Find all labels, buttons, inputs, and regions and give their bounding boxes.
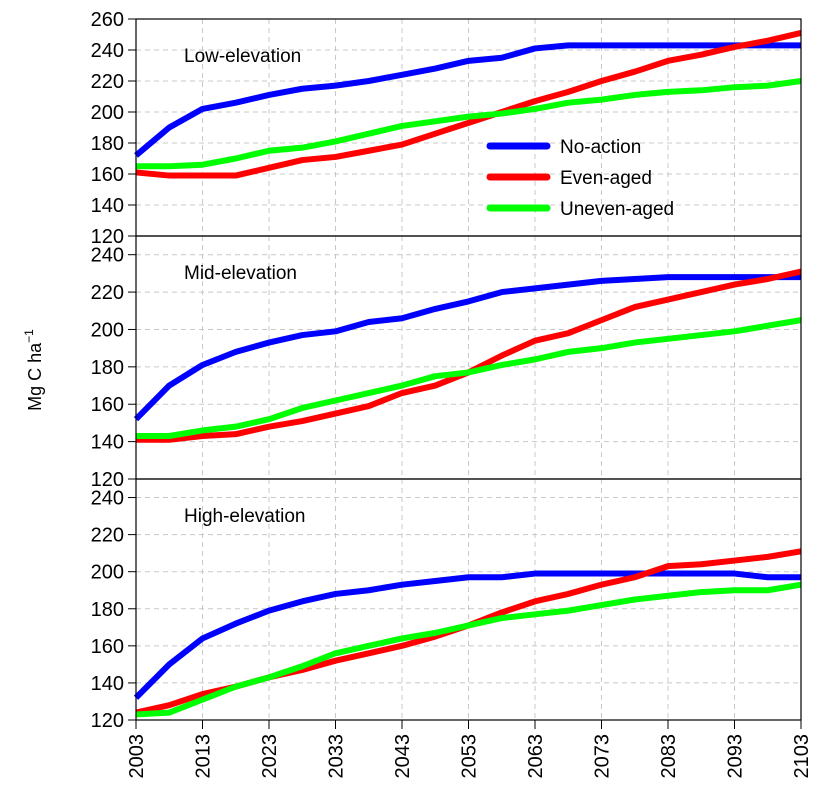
panel-title: Mid-elevation: [184, 263, 297, 284]
y-tick-label: 260: [91, 9, 124, 31]
y-tick-label: 120: [91, 469, 124, 491]
y-tick-label: 140: [91, 432, 124, 454]
x-tick-label: 2063: [525, 734, 547, 779]
y-axis-label: Mg C ha−1: [22, 329, 45, 411]
y-tick-label: 240: [91, 488, 124, 510]
y-tick-label: 220: [91, 525, 124, 547]
y-tick-label: 220: [91, 71, 124, 93]
panel-3: 120 140 160 180 200 220 240 High-elevation: [91, 478, 802, 732]
y-tick-label: 140: [91, 673, 124, 695]
y-tick-label: 200: [91, 102, 124, 124]
y-tick-label: 160: [91, 636, 124, 658]
y-tick-label: 140: [91, 195, 124, 217]
y-axis-label-superscript: −1: [22, 329, 36, 343]
series-line-uneven-aged: [135, 581, 802, 718]
y-tick-label: 160: [91, 164, 124, 186]
series-line-uneven-aged: [136, 317, 802, 440]
y-tick-label: 180: [91, 599, 124, 621]
y-tick-label: 120: [91, 710, 124, 732]
series-line-uneven-aged: [136, 78, 802, 170]
y-tick-label: 180: [91, 133, 124, 155]
panel-title: Low-elevation: [184, 46, 301, 67]
y-tick-label: 120: [91, 226, 124, 248]
y-tick-label: 220: [91, 282, 124, 304]
y-tick-label: 200: [91, 562, 124, 584]
panels: 120140160180200220240260Low-elevation120…: [91, 9, 802, 732]
legend-label: No-action: [560, 137, 641, 158]
x-tick-label: 2073: [592, 734, 614, 779]
series-line-no-action: [134, 42, 801, 158]
series-line-even-aged: [135, 30, 802, 179]
x-tick-label: 2013: [193, 734, 215, 779]
x-tick-label: 2033: [326, 734, 348, 779]
panel-title: High-elevation: [184, 506, 305, 527]
panel-2: 120 140 160 180 200 220 240 Mid-elevation: [91, 235, 802, 491]
y-axis-label-text: Mg C ha: [25, 342, 45, 411]
x-tick-label: 2093: [725, 734, 747, 779]
y-tick-label: 240: [91, 40, 124, 62]
y-tick-label: 180: [91, 357, 124, 379]
y-tick-label: 160: [91, 394, 124, 416]
y-tick-label: 200: [91, 319, 124, 341]
legend: No-action Even-aged Uneven-aged: [486, 137, 674, 220]
legend-label: Even-aged: [560, 168, 652, 189]
x-axis: 2003 2013 2023 2033 2043 2053 2063 2073 2083 2093…: [126, 720, 813, 779]
panel-1: 120 140 160 180 200 220 240 260 Low-elevation: [91, 9, 802, 248]
x-tick-label: 2023: [259, 734, 281, 779]
series-line-no-action: [133, 274, 801, 422]
x-tick-label: 2103: [791, 734, 813, 779]
x-tick-label: 2043: [392, 734, 414, 779]
legend-label: Uneven-aged: [560, 199, 674, 220]
y-tick-label: 240: [91, 245, 124, 267]
series-line-no-action: [133, 570, 801, 700]
x-tick-label: 2083: [658, 734, 680, 779]
x-tick-label: 2053: [459, 734, 481, 779]
x-tick-label: 2003: [126, 734, 148, 779]
